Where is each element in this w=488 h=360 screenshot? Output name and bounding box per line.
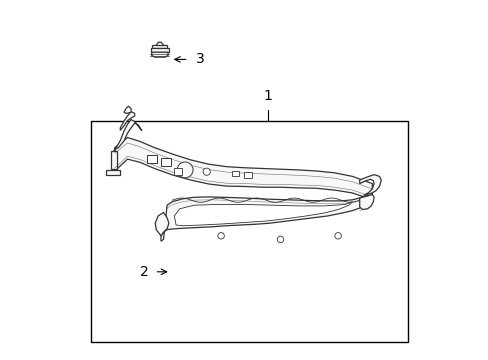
Circle shape [203,168,210,175]
Polygon shape [115,138,371,200]
Bar [151,48,168,52]
Bar [147,155,157,163]
Bar [244,172,251,178]
Polygon shape [120,112,134,130]
Circle shape [277,236,283,243]
Bar [231,171,239,176]
Text: 2: 2 [140,265,149,279]
Polygon shape [123,106,131,113]
Polygon shape [155,212,168,236]
Text: 3: 3 [196,53,204,66]
Circle shape [177,162,193,178]
Polygon shape [174,202,352,226]
Bar [161,158,171,166]
Polygon shape [359,175,381,195]
Polygon shape [359,194,373,210]
Bar [174,168,182,175]
Circle shape [218,233,224,239]
Polygon shape [156,42,163,48]
Polygon shape [106,170,120,175]
Polygon shape [161,194,368,241]
Bar [152,45,167,48]
Polygon shape [112,120,142,158]
Polygon shape [151,52,168,57]
Bar [91,121,407,342]
Circle shape [334,233,341,239]
Polygon shape [110,151,117,169]
Text: 1: 1 [263,89,272,103]
